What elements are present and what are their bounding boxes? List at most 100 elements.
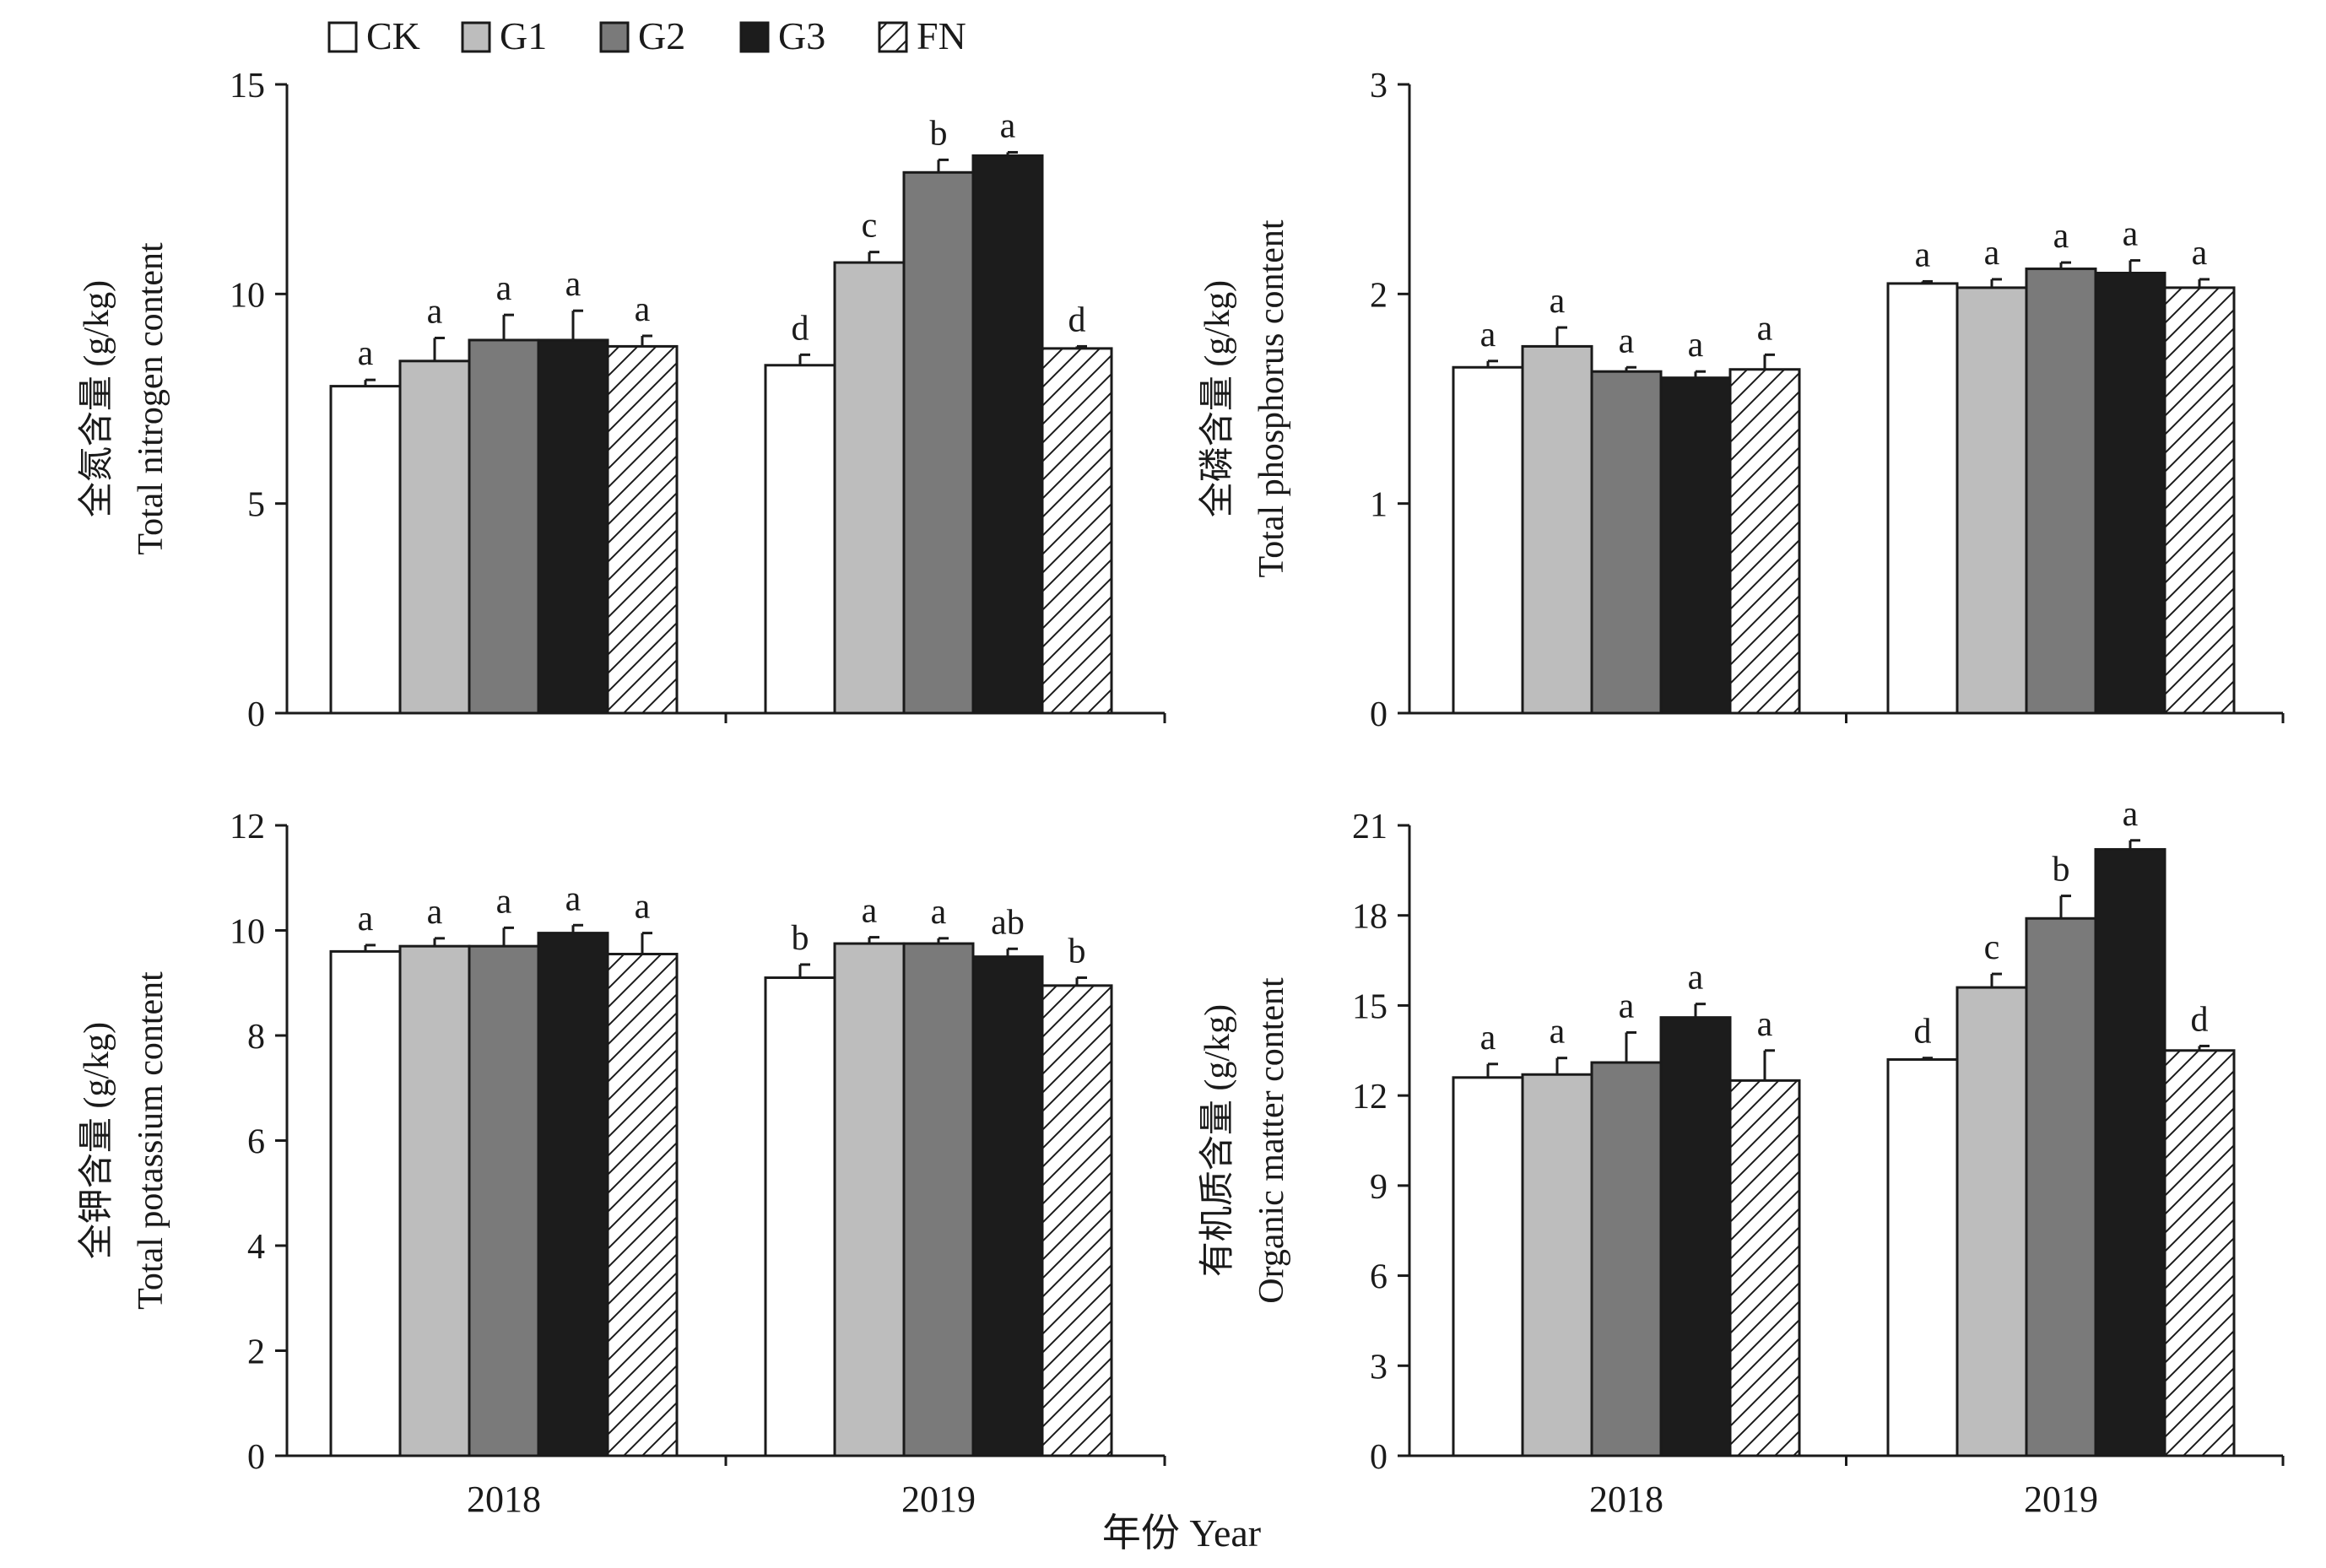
bar-g1-2019 xyxy=(833,261,906,715)
significance-letter: a xyxy=(565,265,582,304)
bar-g3-2019 xyxy=(2094,847,2166,1457)
significance-letter: a xyxy=(862,892,878,931)
bar-g1-2018 xyxy=(1521,1073,1593,1457)
bar-ck-2019 xyxy=(1886,1057,1959,1457)
significance-letter: a xyxy=(565,879,582,918)
y-axis-label-en: Organic matter content xyxy=(1252,977,1291,1304)
x-axis-title: 年份 Year xyxy=(1102,1511,1261,1554)
x-category-label: 2019 xyxy=(2024,1479,2098,1520)
bar-g2-2019 xyxy=(2025,916,2097,1457)
y-tick-label: 0 xyxy=(247,1438,265,1477)
bar-fn-2019 xyxy=(1041,347,1113,715)
y-tick-label: 1 xyxy=(1370,486,1387,525)
bar-g3-2018 xyxy=(1659,376,1732,715)
significance-letter: a xyxy=(496,882,512,921)
significance-letter: b xyxy=(792,919,809,958)
significance-letter: b xyxy=(930,114,948,153)
y-tick-label: 5 xyxy=(247,486,265,525)
significance-letter: a xyxy=(1688,959,1704,998)
bar-g3-2019 xyxy=(971,154,1044,715)
y-axis-label-cn: 全磷含量 (g/kg) xyxy=(1198,280,1237,517)
significance-letter: a xyxy=(1619,322,1635,360)
bar-g2-2018 xyxy=(468,338,540,715)
legend-swatch-g3 xyxy=(739,21,770,53)
bar-g3-2019 xyxy=(2094,272,2166,715)
bar-g3-2018 xyxy=(537,932,609,1457)
significance-letter: a xyxy=(358,900,374,938)
legend-label-g3: G3 xyxy=(778,14,825,57)
significance-letter: a xyxy=(1688,326,1704,365)
bar-fn-2018 xyxy=(1728,368,1801,715)
panel-total-phosphorus: 0 1 2 3 a a a a a a a a a a 全磷含量 (g/kg) Total phosphoru… xyxy=(1198,67,2285,734)
significance-letter: a xyxy=(1550,282,1566,321)
y-tick-label: 3 xyxy=(1370,67,1387,105)
significance-letter: d xyxy=(1914,1013,1932,1052)
bar-g2-2019 xyxy=(902,170,975,715)
legend-swatch-ck xyxy=(327,21,358,53)
y-axis-label-cn: 全钾含量 (g/kg) xyxy=(77,1022,116,1259)
bar-g1-2019 xyxy=(833,942,906,1457)
bar-ck-2019 xyxy=(1886,282,1959,715)
bar-ck-2019 xyxy=(764,976,836,1457)
significance-letter: a xyxy=(427,893,443,932)
legend-label-g1: G1 xyxy=(500,14,547,57)
panel-total-nitrogen: 0 5 10 15 a a a a a d c b a d 全氮含量 (g/kg) Total nitroge… xyxy=(77,67,1166,734)
significance-letter: a xyxy=(1480,316,1496,354)
significance-letter: a xyxy=(2123,215,2139,254)
y-tick-label: 6 xyxy=(247,1123,265,1162)
y-tick-label: 6 xyxy=(1370,1258,1387,1297)
significance-letter: c xyxy=(862,207,878,246)
y-tick-label: 15 xyxy=(230,67,265,105)
significance-letter: a xyxy=(1757,309,1773,348)
y-axis-label-cn: 全氮含量 (g/kg) xyxy=(77,280,116,517)
legend: CK G1 G2 G3 FN xyxy=(327,14,966,57)
significance-letter: a xyxy=(1915,235,1931,274)
significance-letter: a xyxy=(1984,234,2000,273)
y-tick-label: 12 xyxy=(1352,1078,1387,1117)
bar-ck-2018 xyxy=(329,385,402,715)
y-tick-label: 10 xyxy=(230,913,265,952)
y-tick-label: 9 xyxy=(1370,1168,1387,1207)
y-axis-label-cn: 有机质含量 (g/kg) xyxy=(1198,1004,1237,1277)
significance-letter: a xyxy=(1757,1005,1773,1044)
significance-letter: a xyxy=(931,893,947,932)
significance-letter: ab xyxy=(991,903,1025,942)
bar-g3-2018 xyxy=(1659,1016,1732,1457)
significance-letter: a xyxy=(2192,234,2208,273)
bar-g1-2018 xyxy=(398,360,471,715)
legend-swatch-g1 xyxy=(461,21,491,53)
significance-letter: a xyxy=(1550,1013,1566,1052)
significance-letter: d xyxy=(792,309,809,348)
bar-g1-2019 xyxy=(1955,986,2028,1457)
significance-letter: a xyxy=(1000,106,1016,145)
bar-g3-2018 xyxy=(537,338,609,715)
bar-ck-2018 xyxy=(1452,365,1524,715)
bar-g2-2018 xyxy=(1590,370,1663,715)
y-tick-label: 3 xyxy=(1370,1348,1387,1387)
y-axis-label-en: Total nitrogen content xyxy=(132,242,170,555)
significance-letter: a xyxy=(2053,217,2069,256)
significance-letter: d xyxy=(1068,300,1086,339)
bar-g1-2019 xyxy=(1955,286,2028,715)
bar-g3-2019 xyxy=(971,955,1044,1457)
y-axis-label-en: Total phosphorus content xyxy=(1252,219,1291,577)
significance-letter: c xyxy=(1984,928,2000,967)
bar-ck-2019 xyxy=(764,364,836,715)
x-category-label: 2018 xyxy=(1589,1479,1663,1520)
bar-g2-2019 xyxy=(902,942,975,1457)
bar-g2-2018 xyxy=(468,944,540,1457)
bar-g2-2018 xyxy=(1590,1061,1663,1457)
significance-letter: a xyxy=(2123,795,2139,834)
bar-fn-2018 xyxy=(606,344,679,715)
bar-g2-2019 xyxy=(2025,268,2097,715)
bar-fn-2018 xyxy=(1728,1079,1801,1457)
y-tick-label: 18 xyxy=(1352,898,1387,937)
bar-g1-2018 xyxy=(398,944,471,1457)
legend-label-ck: CK xyxy=(366,14,420,57)
y-axis-label-en: Total potassium content xyxy=(132,971,170,1310)
significance-letter: a xyxy=(1480,1019,1496,1057)
legend-swatch-g2 xyxy=(599,21,630,53)
significance-letter: a xyxy=(358,334,374,373)
legend-swatch-fn xyxy=(878,21,908,53)
